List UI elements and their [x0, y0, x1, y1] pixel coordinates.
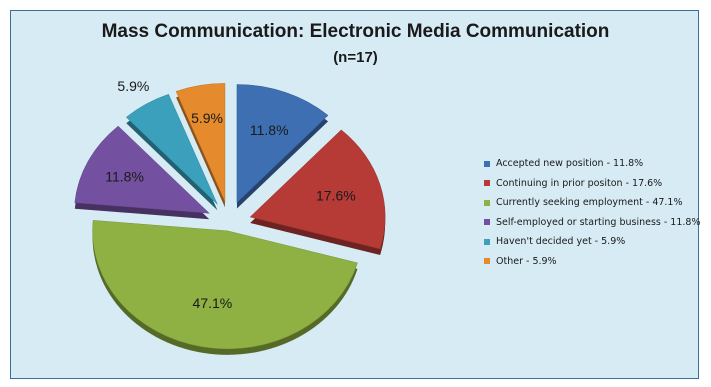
pie-slice-label: 5.9%	[117, 78, 149, 94]
legend-swatch	[484, 160, 490, 167]
legend-item: Haven't decided yet - 5.9%	[484, 232, 701, 252]
legend-label: Continuing in prior positon - 17.6%	[496, 177, 663, 189]
legend-label: Haven't decided yet - 5.9%	[496, 236, 626, 248]
legend-label: Accepted new position - 11.8%	[496, 158, 644, 170]
legend-item: Other - 5.9%	[484, 252, 701, 272]
legend-swatch	[484, 258, 490, 265]
legend-item: Self-employed or starting business - 11.…	[484, 213, 701, 233]
pie-slice	[125, 93, 218, 205]
pie-slice	[236, 84, 329, 204]
pie-slice	[92, 220, 358, 350]
legend-label: Currently seeking employment - 47.1%	[496, 197, 683, 209]
pie-slice-label: 17.6%	[316, 188, 356, 204]
legend-item: Continuing in prior positon - 17.6%	[484, 174, 701, 194]
legend-item: Currently seeking employment - 47.1%	[484, 193, 701, 213]
legend-item: Accepted new position - 11.8%	[484, 154, 701, 174]
legend-swatch	[484, 180, 490, 187]
pie-slice	[249, 129, 386, 250]
legend-swatch	[484, 238, 490, 245]
chart-title: Mass Communication: Electronic Media Com…	[101, 21, 610, 42]
pie-slice-label: 5.9%	[191, 110, 223, 126]
legend-swatch	[484, 199, 490, 206]
pie-slice-label: 11.8%	[105, 169, 144, 185]
chart-subtitle: (n=17)	[333, 49, 378, 66]
pie-chart: 11.8% 17.6% 47.1% 11.8% 5.9% 5.9%	[74, 78, 386, 355]
chart-frame: 11.8% 17.6% 47.1% 11.8% 5.9% 5.9% Mass Commun…	[10, 10, 701, 379]
pie-slice-label: 11.8%	[250, 122, 289, 138]
pie-slice	[74, 125, 210, 214]
legend-label: Other - 5.9%	[496, 255, 557, 267]
legend-label: Self-employed or starting business - 11.…	[496, 216, 701, 228]
legend: Accepted new position - 11.8% Continuing…	[484, 154, 701, 271]
legend-swatch	[484, 219, 490, 226]
pie-slice	[175, 83, 226, 202]
pie-slice-label: 47.1%	[193, 295, 233, 311]
